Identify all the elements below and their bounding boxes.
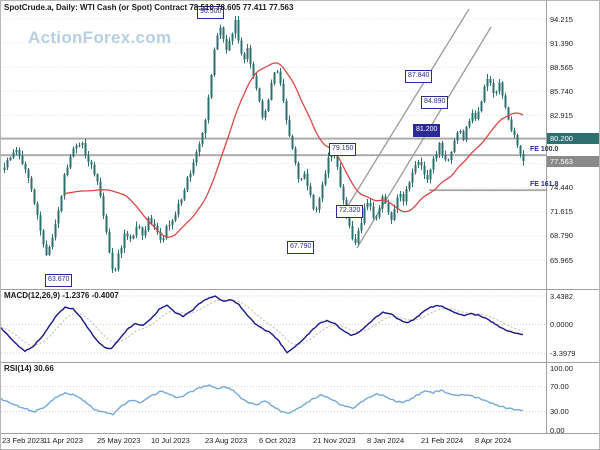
watermark: ActionForex.com bbox=[28, 28, 172, 47]
macd-panel-title: MACD(12,26,9) -1.2376 -0.4007 bbox=[4, 291, 119, 300]
rsi-panel-title: RSI(14) 30.66 bbox=[4, 364, 54, 373]
price-axis-label-7: 68.790 bbox=[550, 231, 573, 241]
swing-label-81.200: 81.200 bbox=[413, 124, 441, 137]
date-axis-label-1: 11 Apr 2023 bbox=[43, 436, 83, 445]
fib-level-label-1: FE 100.0 bbox=[530, 146, 559, 154]
swing-label-63.670: 63.670 bbox=[45, 274, 73, 287]
date-axis-label-4: 23 Aug 2023 bbox=[205, 436, 248, 445]
swing-label-96.500: 96.500 bbox=[197, 6, 225, 19]
price-axis-label-6: 71.615 bbox=[550, 207, 573, 217]
macd-axis-label-2: -3.3979 bbox=[550, 348, 576, 358]
price-axis-label-5: 74.440 bbox=[550, 183, 573, 193]
macd-axis-label-1: 0.0000 bbox=[550, 320, 573, 330]
swing-label-72.320: 72.320 bbox=[336, 205, 364, 218]
date-axis-label-9: 8 Apr 2024 bbox=[475, 436, 512, 445]
price-axis-label-2: 88.565 bbox=[550, 62, 573, 72]
macd-axis-label-0: 3.4382 bbox=[550, 291, 573, 301]
date-axis-label-6: 21 Nov 2023 bbox=[313, 436, 356, 445]
symbol-title: SpotCrude.a, Daily: WTI Cash (or Spot) C… bbox=[4, 3, 294, 12]
rsi-axis-label-2: 30.00 bbox=[550, 406, 569, 416]
swing-label-84.890: 84.890 bbox=[421, 96, 449, 109]
date-axis-label-5: 6 Oct 2023 bbox=[259, 436, 296, 445]
price-tag-77.563: 77.563 bbox=[547, 155, 599, 167]
fib-level-label-2: FE 161.8 bbox=[530, 181, 559, 189]
date-axis-label-0: 23 Feb 2023 bbox=[2, 436, 45, 445]
swing-label-87.840: 87.840 bbox=[405, 70, 433, 83]
price-axis-label-4: 82.915 bbox=[550, 110, 573, 120]
date-axis-label-8: 21 Feb 2024 bbox=[421, 436, 464, 445]
price-axis-label-1: 91.390 bbox=[550, 38, 573, 48]
price-tag-80.200: 80.200 bbox=[547, 133, 599, 145]
rsi-axis-label-1: 70.00 bbox=[550, 382, 569, 392]
price-axis-label-3: 85.740 bbox=[550, 86, 573, 96]
rsi-axis-label-3: 0.00 bbox=[550, 425, 565, 435]
swing-label-67.790: 67.790 bbox=[287, 241, 315, 254]
date-axis-label-2: 25 May 2023 bbox=[97, 436, 141, 445]
price-axis-label-8: 65.965 bbox=[550, 255, 573, 265]
date-axis-label-7: 8 Jan 2024 bbox=[367, 436, 405, 445]
date-axis-label-3: 10 Jul 2023 bbox=[151, 436, 190, 445]
rsi-axis-label-0: 100.00 bbox=[550, 363, 573, 373]
price-axis-label-0: 94.215 bbox=[550, 14, 573, 24]
swing-label-79.150: 79.150 bbox=[329, 143, 357, 156]
